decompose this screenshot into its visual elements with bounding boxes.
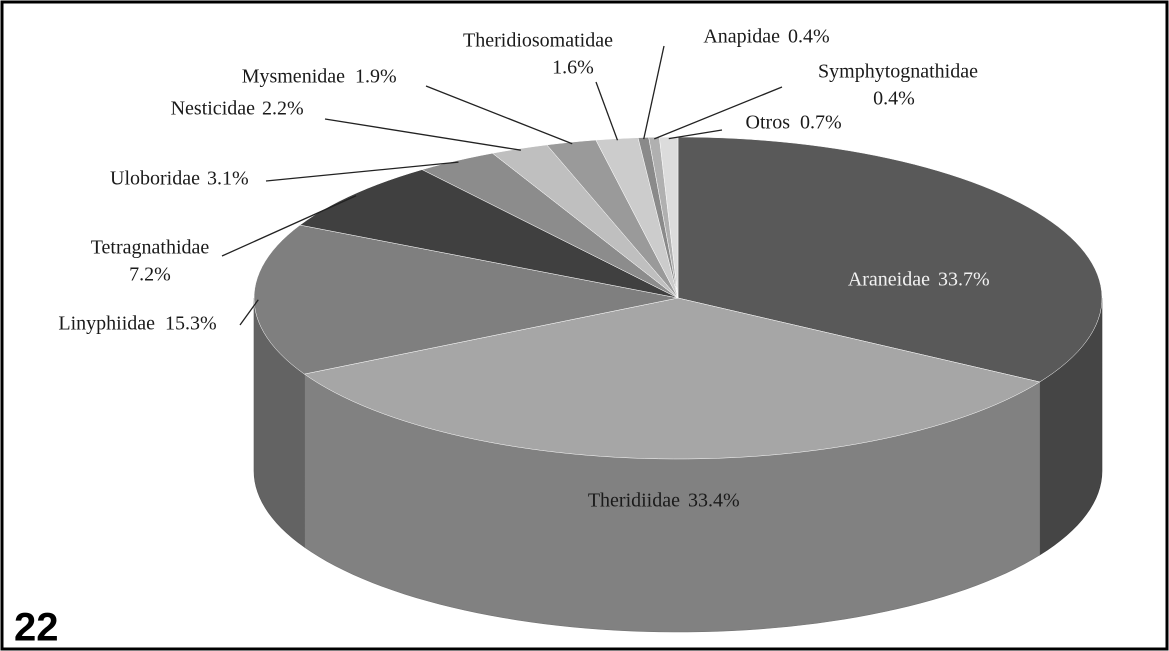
slice xyxy=(303,297,1041,460)
pie-tops xyxy=(253,136,1103,460)
value-label: 0.4% xyxy=(788,26,830,48)
value-label: 33.7% xyxy=(938,269,990,291)
leader-line xyxy=(425,85,573,145)
leader-line xyxy=(668,129,723,140)
panel-label: 22 xyxy=(14,606,59,650)
slice-label: Symphytognathidae xyxy=(818,61,978,83)
slice-label: Tetragnathidae xyxy=(91,237,210,259)
leader-line xyxy=(324,118,521,151)
slice-label: Uloboridae xyxy=(110,168,200,190)
slice-label: Theridiidae xyxy=(588,490,680,512)
slice-label: Theridiosomatidae xyxy=(463,30,613,52)
slice-label: Mysmenidae xyxy=(242,66,345,88)
value-label: 3.1% xyxy=(207,168,249,190)
pie-sides xyxy=(253,297,1103,633)
slice-label: Nesticidae xyxy=(171,98,256,120)
leader-line xyxy=(654,86,783,140)
slice-label: Araneidae xyxy=(848,269,930,291)
slice xyxy=(659,136,679,299)
leader-line xyxy=(595,81,619,141)
leader-line xyxy=(643,45,665,140)
value-label: 7.2% xyxy=(129,264,171,286)
value-label: 15.3% xyxy=(165,313,217,335)
slice xyxy=(677,136,1103,383)
slice xyxy=(253,224,679,375)
labels: Araneidae 33.7% Theridiidae 33.4% Linyphiida… xyxy=(58,26,989,512)
slice-label: Otros xyxy=(746,112,791,134)
slice xyxy=(299,169,679,299)
slice-label: Anapidae xyxy=(703,26,780,48)
value-label: 0.7% xyxy=(800,112,842,134)
value-label: 1.6% xyxy=(552,57,594,79)
value-label: 1.9% xyxy=(355,66,397,88)
leader-line xyxy=(265,161,459,182)
value-label: 33.4% xyxy=(688,490,740,512)
leader-line xyxy=(239,299,259,326)
value-label: 0.4% xyxy=(873,88,915,110)
value-label: 2.2% xyxy=(262,98,304,120)
slice xyxy=(421,152,679,299)
leader-line xyxy=(221,195,357,257)
slice-label: Linyphiidae xyxy=(58,313,155,335)
